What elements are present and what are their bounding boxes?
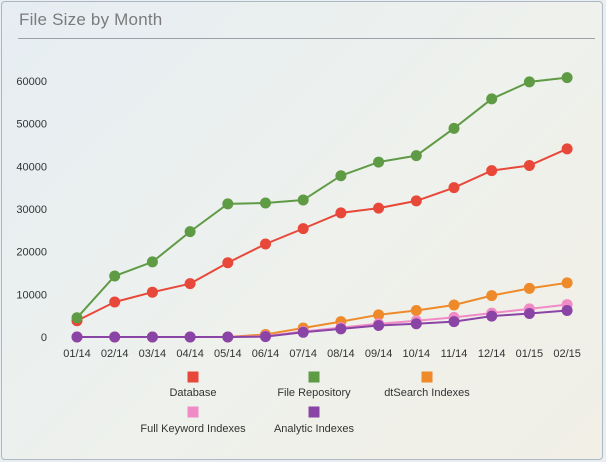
data-point[interactable]: [222, 198, 234, 210]
data-point[interactable]: [561, 72, 573, 84]
data-point[interactable]: [523, 308, 535, 320]
data-point[interactable]: [109, 331, 121, 343]
y-tick-label: 10000: [16, 289, 47, 301]
data-point[interactable]: [486, 93, 498, 105]
data-point[interactable]: [448, 122, 460, 134]
legend-swatch: [187, 406, 199, 418]
data-point[interactable]: [561, 305, 573, 317]
series-dtsearch-indexes: [71, 277, 573, 343]
legend-label: Database: [169, 387, 216, 399]
x-tick-label: 04/14: [176, 348, 204, 360]
x-tick-label: 09/14: [365, 348, 393, 360]
data-point[interactable]: [146, 286, 158, 298]
data-point[interactable]: [260, 331, 271, 343]
legend-swatch: [308, 406, 320, 418]
axis-layer: 0 10000 20000 30000 40000 50000 60000 01/14 02/1…: [16, 76, 580, 360]
data-point[interactable]: [373, 309, 385, 321]
x-tick-label: 06/14: [252, 348, 280, 360]
data-point[interactable]: [222, 257, 234, 269]
data-point[interactable]: [146, 256, 158, 268]
legend[interactable]: Database File Repository dtSearch Indexes F…: [140, 371, 470, 436]
chart-title: File Size by Month: [19, 10, 163, 29]
series-database: [71, 143, 573, 327]
x-tick-label: 02/15: [553, 348, 581, 360]
y-tick-label: 30000: [16, 204, 47, 216]
legend-swatch: [187, 371, 199, 383]
data-point[interactable]: [184, 278, 196, 290]
x-tick-label: 05/14: [214, 348, 242, 360]
y-tick-label: 0: [41, 332, 47, 344]
x-tick-label: 01/14: [63, 348, 91, 360]
data-point[interactable]: [146, 331, 158, 343]
legend-item[interactable]: Full Keyword Indexes: [140, 406, 246, 436]
legend-swatch: [308, 371, 320, 383]
data-point[interactable]: [448, 299, 460, 311]
data-point[interactable]: [297, 194, 309, 206]
data-point[interactable]: [184, 226, 196, 238]
x-tick-label: 12/14: [478, 348, 506, 360]
legend-item[interactable]: File Repository: [277, 371, 351, 400]
data-point[interactable]: [486, 310, 498, 322]
series-layer: [71, 72, 573, 343]
series-line: [76, 76, 568, 319]
data-point[interactable]: [109, 270, 121, 282]
data-point[interactable]: [448, 316, 460, 328]
series-file-repository: [71, 72, 573, 324]
data-point[interactable]: [523, 159, 535, 171]
data-point[interactable]: [410, 150, 422, 162]
legend-label: dtSearch Indexes: [384, 387, 470, 399]
series-analytic-indexes: [71, 305, 573, 343]
x-tick-label: 11/14: [441, 348, 468, 360]
x-tick-label: 03/14: [139, 348, 167, 360]
data-point[interactable]: [71, 312, 83, 324]
legend-item[interactable]: Analytic Indexes: [274, 406, 355, 436]
data-point[interactable]: [373, 202, 385, 214]
data-point[interactable]: [410, 195, 422, 207]
x-tick-label: 10/14: [403, 348, 431, 360]
series-line: [76, 147, 568, 322]
data-point[interactable]: [260, 197, 271, 209]
x-tick-label: 08/14: [327, 348, 355, 360]
x-tick-label: 02/14: [101, 348, 129, 360]
data-point[interactable]: [448, 182, 460, 194]
data-point[interactable]: [486, 165, 498, 177]
legend-swatch: [421, 371, 433, 383]
data-point[interactable]: [71, 331, 83, 343]
data-point[interactable]: [260, 238, 271, 250]
y-tick-label: 20000: [16, 247, 47, 259]
y-tick-label: 60000: [16, 76, 47, 88]
data-point[interactable]: [373, 319, 385, 331]
data-point[interactable]: [561, 143, 573, 155]
data-point[interactable]: [184, 331, 196, 343]
title-divider: [18, 38, 595, 39]
data-point[interactable]: [486, 290, 498, 302]
data-point[interactable]: [222, 331, 234, 343]
legend-item[interactable]: Database: [169, 371, 217, 400]
series-line: [77, 309, 568, 338]
data-point[interactable]: [297, 223, 309, 235]
y-tick-label: 50000: [16, 119, 47, 131]
data-point[interactable]: [523, 76, 535, 88]
legend-label: Analytic Indexes: [274, 423, 355, 435]
data-point[interactable]: [335, 207, 347, 219]
data-point[interactable]: [335, 170, 347, 182]
data-point[interactable]: [373, 156, 385, 168]
data-point[interactable]: [410, 305, 422, 317]
data-point[interactable]: [297, 326, 309, 338]
data-point[interactable]: [109, 296, 121, 308]
data-point[interactable]: [523, 282, 535, 294]
data-point[interactable]: [410, 318, 422, 330]
y-tick-label: 40000: [16, 161, 47, 173]
data-point[interactable]: [335, 323, 347, 335]
legend-label: Full Keyword Indexes: [140, 423, 246, 435]
legend-label: File Repository: [277, 387, 351, 399]
series-full-keyword-indexes: [71, 299, 573, 343]
x-tick-label: 01/15: [516, 348, 544, 360]
x-tick-label: 07/14: [289, 348, 317, 360]
data-point[interactable]: [561, 277, 573, 289]
legend-item[interactable]: dtSearch Indexes: [384, 371, 470, 400]
